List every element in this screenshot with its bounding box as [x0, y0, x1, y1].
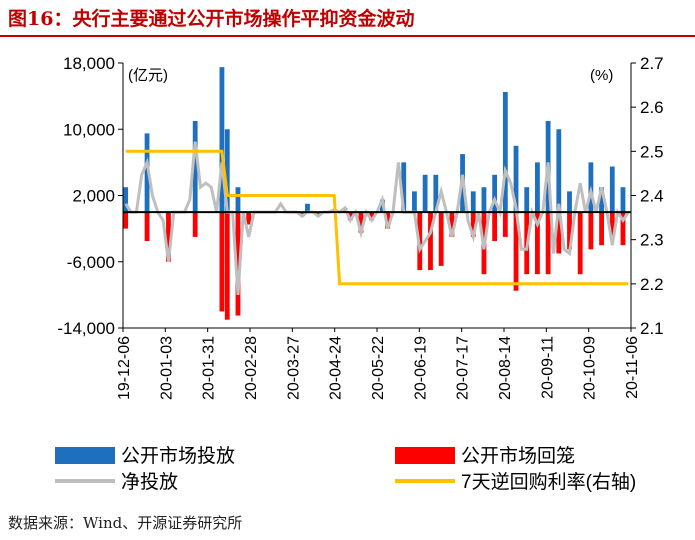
x-tick-label: 20-07-17 — [455, 336, 472, 400]
x-tick-label: 20-09-11 — [539, 336, 556, 399]
withdrawal-bar — [246, 212, 252, 225]
left-unit-label: (亿元) — [128, 67, 168, 84]
x-tick-label: 19-12-06 — [116, 336, 133, 400]
withdrawal-bar — [599, 212, 604, 246]
left-tick-label: -6,000 — [67, 253, 115, 272]
right-tick-label: 2.5 — [640, 142, 664, 161]
legend-swatch — [395, 447, 455, 464]
injection-bar — [470, 191, 476, 213]
chart: 18,000 10,000 2,000 -6,000 -14,000 2.7 2.6 2.5 2… — [55, 54, 664, 493]
injection-bar — [192, 120, 198, 213]
withdrawal-bar — [385, 212, 391, 229]
withdrawal-bar — [224, 212, 230, 320]
withdrawal-bar — [577, 212, 583, 275]
source-note: 数据来源：Wind、开源证券研究所 — [8, 514, 243, 532]
injection-bar — [513, 145, 519, 213]
injection-bar — [123, 187, 129, 213]
injection-bar — [599, 187, 604, 213]
x-tick-label: 20-05-22 — [370, 336, 387, 400]
left-tick-label: 10,000 — [63, 120, 115, 139]
reverse-repo-rate-line — [125, 149, 629, 286]
injection-bar — [305, 203, 310, 213]
right-tick-label: 2.7 — [640, 54, 664, 73]
legend-label: 公开市场回笼 — [461, 445, 575, 467]
x-tick-label: 20-06-19 — [412, 336, 429, 400]
withdrawal-bar — [513, 212, 519, 291]
injection-bar — [235, 187, 241, 213]
withdrawal-bar — [502, 212, 508, 237]
left-tick-label: 2,000 — [72, 187, 115, 206]
injection-bar — [609, 166, 615, 213]
right-tick-label: 2.6 — [640, 98, 664, 117]
withdrawal-bar — [123, 212, 129, 229]
injection-bar — [144, 133, 150, 213]
withdrawal-bar — [556, 212, 562, 254]
withdrawal-bar — [438, 212, 444, 266]
withdrawal-bar — [166, 212, 171, 262]
injection-bar — [422, 174, 428, 213]
withdrawal-bar — [219, 212, 225, 312]
injection-bar — [620, 187, 626, 213]
legend-label: 净投放 — [121, 471, 178, 493]
bars-layer — [123, 67, 626, 320]
withdrawal-bar — [545, 212, 551, 275]
withdrawal-bar — [299, 212, 305, 217]
x-tick-label: 20-02-28 — [243, 336, 260, 400]
withdrawal-bar — [588, 212, 594, 250]
injection-bar — [412, 191, 417, 213]
left-tick-label: -14,000 — [57, 319, 115, 338]
injection-bar — [219, 67, 225, 213]
withdrawal-bar — [449, 212, 455, 237]
withdrawal-bar — [428, 212, 433, 271]
withdrawal-bar — [609, 212, 615, 237]
x-tick-label: 20-01-31 — [201, 336, 218, 400]
x-tick-label: 20-11-06 — [624, 336, 641, 399]
withdrawal-bar — [347, 212, 353, 221]
injection-bar — [481, 187, 487, 213]
right-unit-label: (%) — [590, 67, 613, 84]
title-rule — [0, 35, 695, 37]
injection-bar — [433, 174, 439, 213]
injection-bar — [556, 129, 562, 213]
withdrawal-bar — [358, 212, 364, 233]
injection-bar — [524, 187, 530, 213]
injection-bar — [567, 191, 572, 213]
withdrawal-bar — [144, 212, 150, 242]
withdrawal-bar — [315, 212, 321, 217]
injection-bar — [502, 91, 508, 213]
injection-bar — [401, 162, 407, 213]
figure-title: 图16：央行主要通过公开市场操作平抑资金波动 — [8, 8, 415, 30]
right-tick-label: 2.3 — [640, 231, 664, 250]
withdrawal-bar — [535, 212, 540, 275]
right-tick-label: 2.2 — [640, 275, 664, 294]
lines-layer — [124, 141, 630, 295]
withdrawal-bar — [470, 212, 476, 237]
legend-label: 7天逆回购利率(右轴) — [461, 471, 636, 493]
legend-swatch — [55, 447, 115, 464]
x-tick-label: 20-04-24 — [328, 336, 345, 400]
x-tick-label: 20-03-27 — [285, 336, 302, 400]
injection-bar — [224, 129, 230, 213]
x-tick-label: 20-01-03 — [158, 336, 175, 400]
x-tick-label: 20-10-09 — [582, 336, 599, 400]
withdrawal-bar — [235, 212, 241, 316]
injection-bar — [535, 162, 540, 213]
net-injection-line — [124, 141, 630, 295]
injection-bar — [492, 174, 498, 213]
withdrawal-bar — [492, 212, 498, 242]
withdrawal-bar — [567, 212, 572, 250]
x-tick-label: 20-08-14 — [497, 336, 514, 400]
withdrawal-bar — [620, 212, 626, 246]
left-tick-label: 18,000 — [63, 54, 115, 73]
withdrawal-bar — [192, 212, 198, 237]
axes-layer: 18,000 10,000 2,000 -6,000 -14,000 2.7 2.6 2.5 2… — [57, 54, 663, 400]
right-tick-label: 2.1 — [640, 319, 664, 338]
legend-label: 公开市场投放 — [121, 445, 235, 467]
withdrawal-bar — [369, 212, 375, 221]
right-tick-label: 2.4 — [640, 187, 664, 206]
